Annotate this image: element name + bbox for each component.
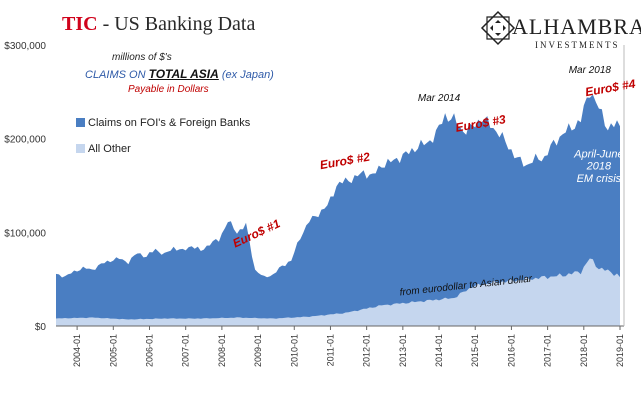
units-label: millions of $'s [112, 52, 172, 63]
alhambra-logo-icon [480, 10, 516, 46]
y-tick-label: $0 [35, 322, 47, 333]
legend-swatch-light [76, 144, 85, 153]
logo-name: ALHAMBRA [512, 14, 641, 39]
legend-item-other: All Other [76, 143, 131, 155]
x-tick-label: 2013-01 [398, 334, 408, 367]
area-series-foi [56, 94, 620, 326]
chart-annotation: EM crisis [577, 173, 622, 185]
x-tick-label: 2010-01 [289, 334, 299, 367]
x-tick-label: 2019-01 [615, 334, 625, 367]
legend-label-foi: Claims on FOI's & Foreign Banks [88, 117, 251, 129]
x-tick-label: 2011-01 [325, 334, 335, 366]
x-tick-label: 2014-01 [434, 334, 444, 367]
x-tick-label: 2007-01 [181, 334, 191, 367]
x-tick-label: 2018-01 [579, 334, 589, 367]
claims-suffix: (ex Japan) [221, 69, 274, 81]
x-tick-label: 2012-01 [362, 334, 372, 367]
title-text: - US Banking Data [97, 13, 256, 35]
chart-title: TIC - US Banking Data [62, 13, 255, 36]
chart-annotation: Euro$ #4 [584, 77, 637, 100]
x-tick-label: 2009-01 [253, 334, 263, 367]
legend-item-foi: Claims on FOI's & Foreign Banks [76, 117, 250, 129]
y-tick-label: $300,000 [4, 41, 46, 52]
chart-annotation: April-June [573, 148, 624, 160]
x-tick-label: 2006-01 [144, 334, 154, 367]
y-tick-label: $200,000 [4, 135, 46, 146]
x-tick-label: 2005-01 [108, 334, 118, 367]
title-brand: TIC [62, 13, 98, 35]
chart-annotation: Mar 2018 [569, 65, 612, 76]
claims-emph: TOTAL ASIA [148, 67, 219, 81]
y-tick-label: $100,000 [4, 228, 46, 239]
payable-label: Payable in Dollars [128, 84, 209, 95]
logo-sub: INVESTMENTS [535, 40, 620, 50]
x-tick-label: 2016-01 [506, 334, 516, 367]
x-tick-label: 2004-01 [72, 334, 82, 367]
x-tick-label: 2008-01 [217, 334, 227, 367]
area-series-other [56, 258, 620, 326]
chart-annotation: 2018 [586, 161, 612, 173]
claims-label: CLAIMS ON TOTAL ASIA (ex Japan) [85, 67, 274, 81]
legend-label-other: All Other [88, 143, 131, 155]
chart-annotation: Mar 2014 [418, 93, 461, 104]
x-tick-label: 2015-01 [470, 334, 480, 367]
chart-annotation: Euro$ #2 [319, 150, 372, 173]
claims-prefix: CLAIMS ON [85, 69, 146, 81]
chart-annotation: Euro$ #1 [230, 216, 282, 250]
x-tick-label: 2017-01 [543, 334, 553, 367]
legend-swatch-dark [76, 118, 85, 127]
